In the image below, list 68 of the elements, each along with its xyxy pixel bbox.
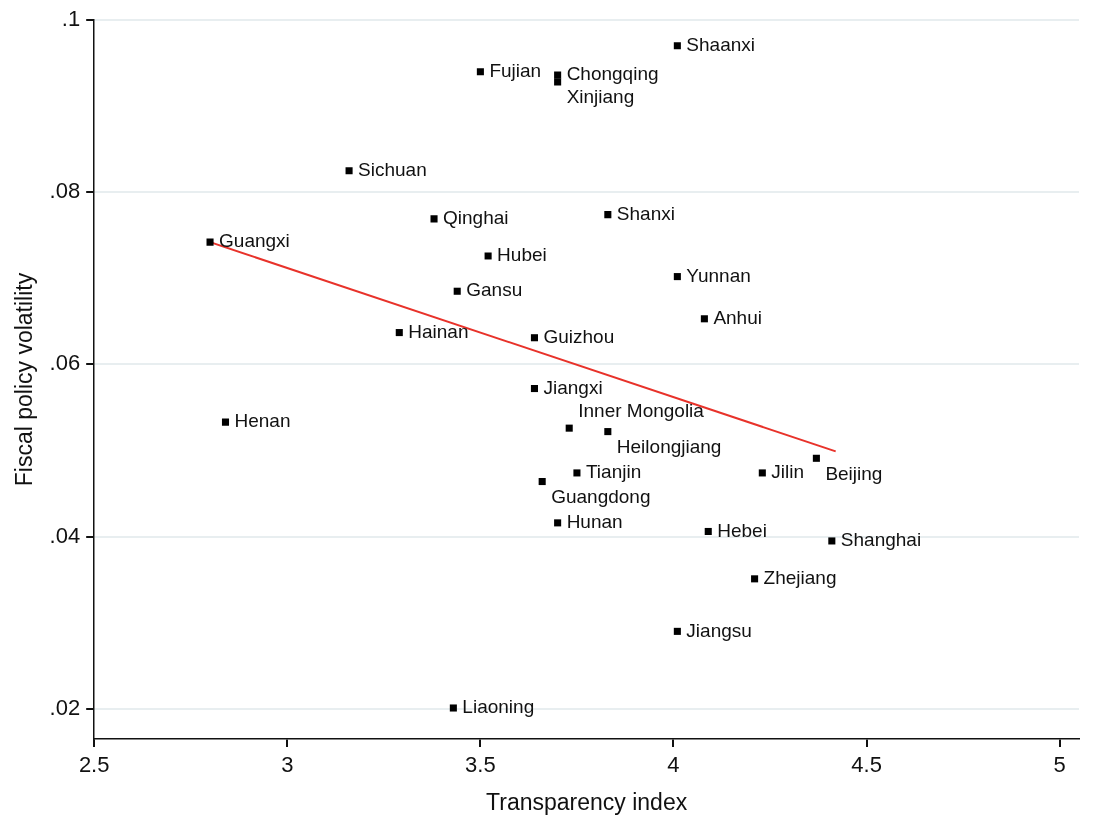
point	[554, 78, 562, 86]
data-label: Hunan	[566, 511, 623, 533]
data-label: Chongqing	[566, 63, 659, 85]
data-label: Guangxi	[219, 230, 290, 252]
data-label: Jilin	[771, 461, 805, 483]
point	[221, 418, 230, 426]
x-tick-label: 4.5	[851, 752, 882, 778]
point	[538, 478, 546, 486]
data-label: Qinghai	[443, 207, 509, 229]
x-tick-label: 3	[281, 752, 294, 778]
data-label: Hebei	[717, 519, 767, 541]
data-label: Hainan	[408, 320, 469, 342]
point	[828, 537, 836, 545]
data-label: Henan	[234, 410, 291, 432]
data-label: Heilongjiang	[616, 435, 722, 457]
data-label: Jiangxi	[543, 376, 603, 398]
point	[484, 252, 492, 260]
y-tick-label: .02	[49, 694, 81, 720]
y-tick-label: .1	[61, 6, 81, 32]
point	[206, 238, 214, 246]
point	[573, 469, 581, 477]
point	[530, 334, 538, 342]
data-label: Guangdong	[551, 485, 651, 507]
data-label: Shanghai	[840, 529, 922, 551]
point	[812, 454, 820, 462]
data-label: Shaanxi	[686, 34, 756, 56]
point	[476, 68, 484, 76]
x-axis-title: Transparency index	[486, 788, 688, 815]
point	[673, 627, 681, 635]
point	[395, 329, 403, 337]
data-label: Yunnan	[686, 264, 751, 286]
x-tick-label: 5	[1053, 752, 1066, 778]
y-axis-title: Fiscal policy volatility	[11, 272, 38, 487]
data-label: Xinjiang	[566, 86, 635, 108]
point	[530, 385, 538, 393]
data-label: Liaoning	[462, 696, 535, 718]
data-label: Tianjin	[585, 461, 642, 483]
point	[758, 469, 766, 477]
y-tick-label: .08	[49, 178, 81, 204]
data-label: Shanxi	[616, 202, 675, 224]
y-tick-label: .04	[49, 522, 81, 548]
point	[449, 704, 457, 712]
x-tick-label: 2.5	[78, 752, 110, 778]
point	[554, 519, 562, 527]
point	[673, 273, 681, 281]
point	[673, 42, 681, 50]
point	[453, 287, 461, 295]
x-tick-label: 3.5	[465, 752, 496, 778]
y-tick-label: .06	[49, 350, 81, 376]
data-label: Hubei	[497, 244, 547, 266]
data-label: Fujian	[489, 59, 542, 81]
data-label: Jiangsu	[686, 619, 752, 641]
point	[604, 211, 612, 219]
point	[700, 315, 708, 323]
point	[565, 424, 573, 432]
x-tick-label: 4	[667, 752, 680, 778]
data-label: Anhui	[713, 307, 762, 329]
point	[604, 428, 612, 436]
point	[345, 167, 353, 175]
data-label: Gansu	[466, 279, 523, 301]
point	[751, 575, 759, 583]
data-label: Beijing	[825, 462, 883, 484]
data-label: Sichuan	[358, 158, 427, 180]
data-label: Guizhou	[543, 325, 615, 347]
data-label: Inner Mongolia	[578, 400, 705, 422]
point	[704, 527, 712, 536]
point	[430, 215, 438, 223]
data-label: Zhejiang	[763, 567, 837, 589]
